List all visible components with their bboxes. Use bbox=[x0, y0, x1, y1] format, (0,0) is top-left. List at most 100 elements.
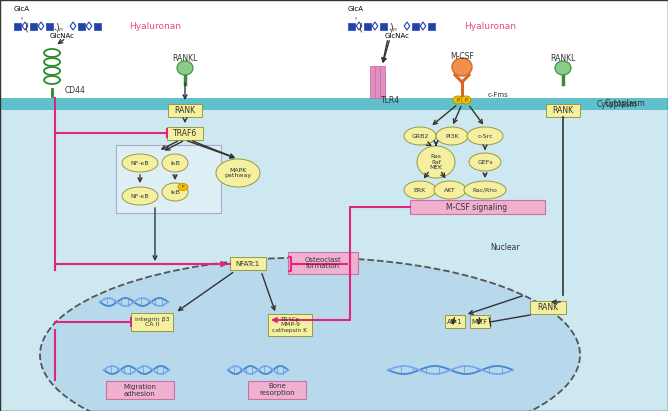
Text: NFATc1: NFATc1 bbox=[236, 261, 260, 267]
Ellipse shape bbox=[40, 258, 580, 411]
Ellipse shape bbox=[467, 127, 503, 145]
Polygon shape bbox=[404, 22, 409, 30]
Text: Integrin β3
CA II: Integrin β3 CA II bbox=[135, 316, 169, 328]
Bar bbox=[106, 381, 174, 399]
Text: MAPK
pathway: MAPK pathway bbox=[224, 168, 252, 178]
Ellipse shape bbox=[417, 146, 455, 178]
Ellipse shape bbox=[404, 181, 436, 199]
Bar bbox=[445, 316, 465, 328]
Text: Migration
adhesion: Migration adhesion bbox=[124, 383, 156, 397]
Bar bbox=[530, 302, 566, 314]
Text: Osteoclast
formation: Osteoclast formation bbox=[305, 256, 341, 270]
Text: NF-κB: NF-κB bbox=[131, 194, 150, 199]
Bar bbox=[0, 0, 668, 98]
Ellipse shape bbox=[177, 61, 193, 75]
Text: Bone
resorption: Bone resorption bbox=[259, 383, 295, 397]
Text: GRB2: GRB2 bbox=[411, 134, 429, 139]
Bar bbox=[230, 258, 266, 270]
Text: n: n bbox=[393, 26, 397, 32]
Text: NF-κB: NF-κB bbox=[131, 161, 150, 166]
Bar bbox=[380, 23, 387, 30]
Text: (: ( bbox=[24, 22, 28, 32]
Text: Hyaluronan: Hyaluronan bbox=[464, 21, 516, 30]
Ellipse shape bbox=[464, 181, 506, 199]
Ellipse shape bbox=[469, 153, 501, 171]
Text: Cytoplasm: Cytoplasm bbox=[597, 99, 637, 109]
Ellipse shape bbox=[555, 61, 571, 75]
Bar bbox=[375, 66, 379, 98]
Bar bbox=[94, 23, 101, 30]
Ellipse shape bbox=[162, 154, 188, 172]
Text: c-Fms: c-Fms bbox=[488, 92, 509, 98]
Ellipse shape bbox=[162, 183, 188, 201]
Text: (: ( bbox=[358, 22, 362, 32]
Text: AP-1: AP-1 bbox=[447, 319, 463, 325]
Text: GEFs: GEFs bbox=[477, 159, 493, 164]
Text: RANKL: RANKL bbox=[550, 53, 576, 62]
Ellipse shape bbox=[178, 183, 188, 191]
Ellipse shape bbox=[404, 127, 436, 145]
Text: P: P bbox=[464, 97, 468, 102]
Bar bbox=[410, 200, 545, 214]
Ellipse shape bbox=[434, 181, 466, 199]
Ellipse shape bbox=[461, 96, 471, 104]
Text: GlcNAc: GlcNAc bbox=[385, 29, 409, 39]
Bar bbox=[168, 104, 202, 116]
Text: GlcNAc: GlcNAc bbox=[49, 29, 75, 39]
Ellipse shape bbox=[122, 154, 158, 172]
Polygon shape bbox=[372, 22, 378, 30]
Text: GlcA: GlcA bbox=[348, 6, 364, 19]
Text: RANK: RANK bbox=[538, 303, 558, 312]
Text: P: P bbox=[456, 97, 460, 102]
Polygon shape bbox=[356, 22, 362, 30]
Text: c-Src: c-Src bbox=[477, 134, 493, 139]
Text: ): ) bbox=[55, 22, 59, 32]
Bar bbox=[0, 98, 668, 110]
Text: Nuclear: Nuclear bbox=[490, 242, 520, 252]
Polygon shape bbox=[38, 22, 44, 30]
Bar bbox=[546, 104, 580, 116]
Bar bbox=[470, 316, 490, 328]
Bar bbox=[167, 127, 203, 139]
Text: ERK: ERK bbox=[414, 187, 426, 192]
Ellipse shape bbox=[453, 96, 463, 104]
Text: GlcA: GlcA bbox=[14, 6, 30, 19]
Text: M-CSF signaling: M-CSF signaling bbox=[446, 203, 508, 212]
Bar bbox=[78, 23, 85, 30]
Text: Hyaluronan: Hyaluronan bbox=[129, 21, 181, 30]
Text: IκB: IκB bbox=[170, 161, 180, 166]
Text: TLR4: TLR4 bbox=[381, 95, 401, 104]
Text: AKT: AKT bbox=[444, 187, 456, 192]
Text: n: n bbox=[59, 26, 63, 32]
Ellipse shape bbox=[122, 187, 158, 205]
Text: Ras
Raf
MEK: Ras Raf MEK bbox=[430, 154, 442, 170]
Bar bbox=[131, 313, 173, 331]
Bar bbox=[364, 23, 371, 30]
Text: CD44: CD44 bbox=[65, 85, 86, 95]
Text: MITF: MITF bbox=[472, 319, 488, 325]
Bar bbox=[288, 252, 358, 274]
Text: RANKL: RANKL bbox=[172, 53, 198, 62]
Polygon shape bbox=[22, 22, 28, 30]
Ellipse shape bbox=[216, 159, 260, 187]
Bar bbox=[30, 23, 37, 30]
Text: RANK: RANK bbox=[174, 106, 196, 115]
Text: P: P bbox=[182, 185, 184, 189]
Bar bbox=[46, 23, 53, 30]
Text: IκB: IκB bbox=[170, 189, 180, 194]
Polygon shape bbox=[70, 22, 75, 30]
Bar bbox=[348, 23, 355, 30]
Bar bbox=[412, 23, 419, 30]
Polygon shape bbox=[420, 22, 426, 30]
Text: Cytoplasm: Cytoplasm bbox=[605, 99, 645, 108]
Polygon shape bbox=[86, 22, 92, 30]
Bar bbox=[116, 145, 221, 213]
Ellipse shape bbox=[436, 127, 468, 145]
Text: PI3K: PI3K bbox=[445, 134, 459, 139]
Bar bbox=[0, 98, 668, 411]
Ellipse shape bbox=[452, 58, 472, 76]
Bar bbox=[379, 66, 385, 98]
Text: Rac/Rho: Rac/Rho bbox=[472, 187, 498, 192]
Text: RANK: RANK bbox=[552, 106, 574, 115]
Bar bbox=[268, 314, 312, 336]
